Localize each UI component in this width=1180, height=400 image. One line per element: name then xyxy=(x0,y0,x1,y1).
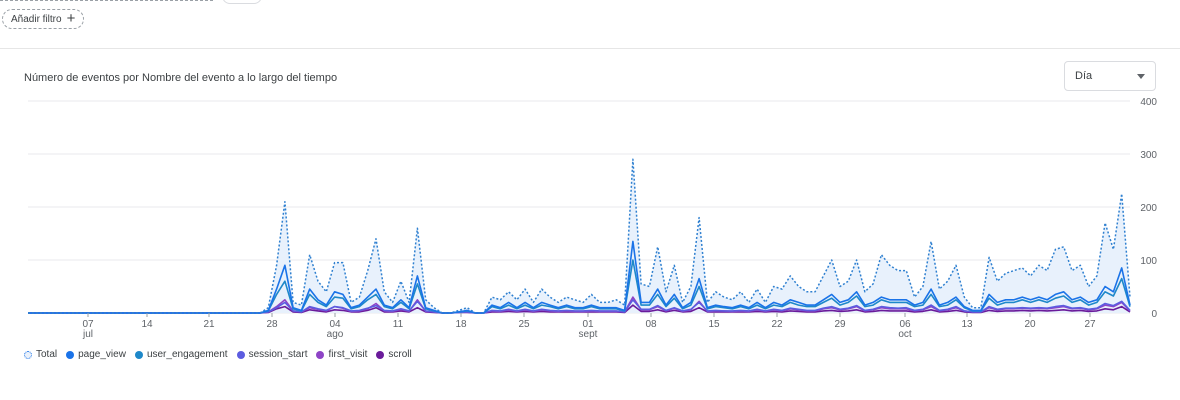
x-tick-label: 29 xyxy=(834,319,846,330)
legend-dot-icon xyxy=(134,350,143,359)
granularity-value: Día xyxy=(1075,70,1093,82)
x-tick-label: 25 xyxy=(518,319,530,330)
legend-label: scroll xyxy=(388,349,412,360)
x-tick-label: 14 xyxy=(141,319,153,330)
chart-legend: Total page_view user_engagement session_sta… xyxy=(24,349,412,360)
x-tick-month-label: ago xyxy=(327,329,344,340)
x-tick-label: 20 xyxy=(1024,319,1036,330)
legend-label: user_engagement xyxy=(146,349,228,360)
x-tick-label: 15 xyxy=(708,319,720,330)
y-tick-label: 400 xyxy=(1140,97,1157,108)
legend-label: first_visit xyxy=(328,349,368,360)
x-tick-label: 11 xyxy=(393,319,404,330)
legend-dot-icon xyxy=(316,350,325,359)
x-tick-label: 04 xyxy=(329,319,341,330)
y-tick-label: 100 xyxy=(1140,256,1157,267)
caret-down-icon xyxy=(1137,73,1145,79)
previous-filter-dashed-border xyxy=(0,0,213,3)
legend-item-session-start[interactable]: session_start xyxy=(236,349,308,360)
x-tick-label: 07 xyxy=(82,319,94,330)
plus-icon: + xyxy=(66,10,76,27)
y-tick-label: 300 xyxy=(1140,150,1157,161)
granularity-dropdown[interactable]: Día xyxy=(1064,61,1156,91)
legend-item-total[interactable]: Total xyxy=(24,349,57,360)
x-tick-month-label: oct xyxy=(898,329,912,340)
legend-label: session_start xyxy=(248,349,308,360)
x-tick-month-label: jul xyxy=(82,329,93,340)
legend-item-first-visit[interactable]: first_visit xyxy=(316,349,367,360)
x-tick-label: 22 xyxy=(771,319,783,330)
legend-dot-icon xyxy=(24,350,32,359)
legend-label: Total xyxy=(36,349,58,360)
legend-dot-icon xyxy=(66,350,75,359)
add-filter-label: Añadir filtro xyxy=(11,13,62,25)
x-tick-label: 18 xyxy=(455,319,467,330)
legend-item-page-view[interactable]: page_view xyxy=(66,349,126,360)
legend-label: page_view xyxy=(78,349,126,360)
chart-title: Número de eventos por Nombre del evento … xyxy=(24,72,338,84)
legend-item-scroll[interactable]: scroll xyxy=(376,349,412,360)
x-tick-label: 28 xyxy=(266,319,278,330)
add-filter-button[interactable]: Añadir filtro + xyxy=(2,9,85,29)
x-tick-label: 01 xyxy=(582,319,594,330)
x-tick-label: 13 xyxy=(961,319,973,330)
x-tick-month-label: sept xyxy=(579,329,598,340)
series-line-page-view xyxy=(28,240,1131,314)
chart-card: Número de eventos por Nombre del evento … xyxy=(0,48,1180,379)
legend-dot-icon xyxy=(376,350,385,359)
x-tick-label: 27 xyxy=(1084,319,1096,330)
x-tick-label: 21 xyxy=(203,319,215,330)
legend-item-user-engagement[interactable]: user_engagement xyxy=(134,349,228,360)
x-tick-label: 06 xyxy=(899,319,911,330)
y-tick-label: 200 xyxy=(1140,203,1157,214)
total-area xyxy=(28,159,1130,313)
y-tick-label: 0 xyxy=(1151,309,1157,320)
legend-dot-icon xyxy=(236,350,245,359)
x-tick-label: 08 xyxy=(645,319,657,330)
series-line-total xyxy=(28,158,1131,314)
